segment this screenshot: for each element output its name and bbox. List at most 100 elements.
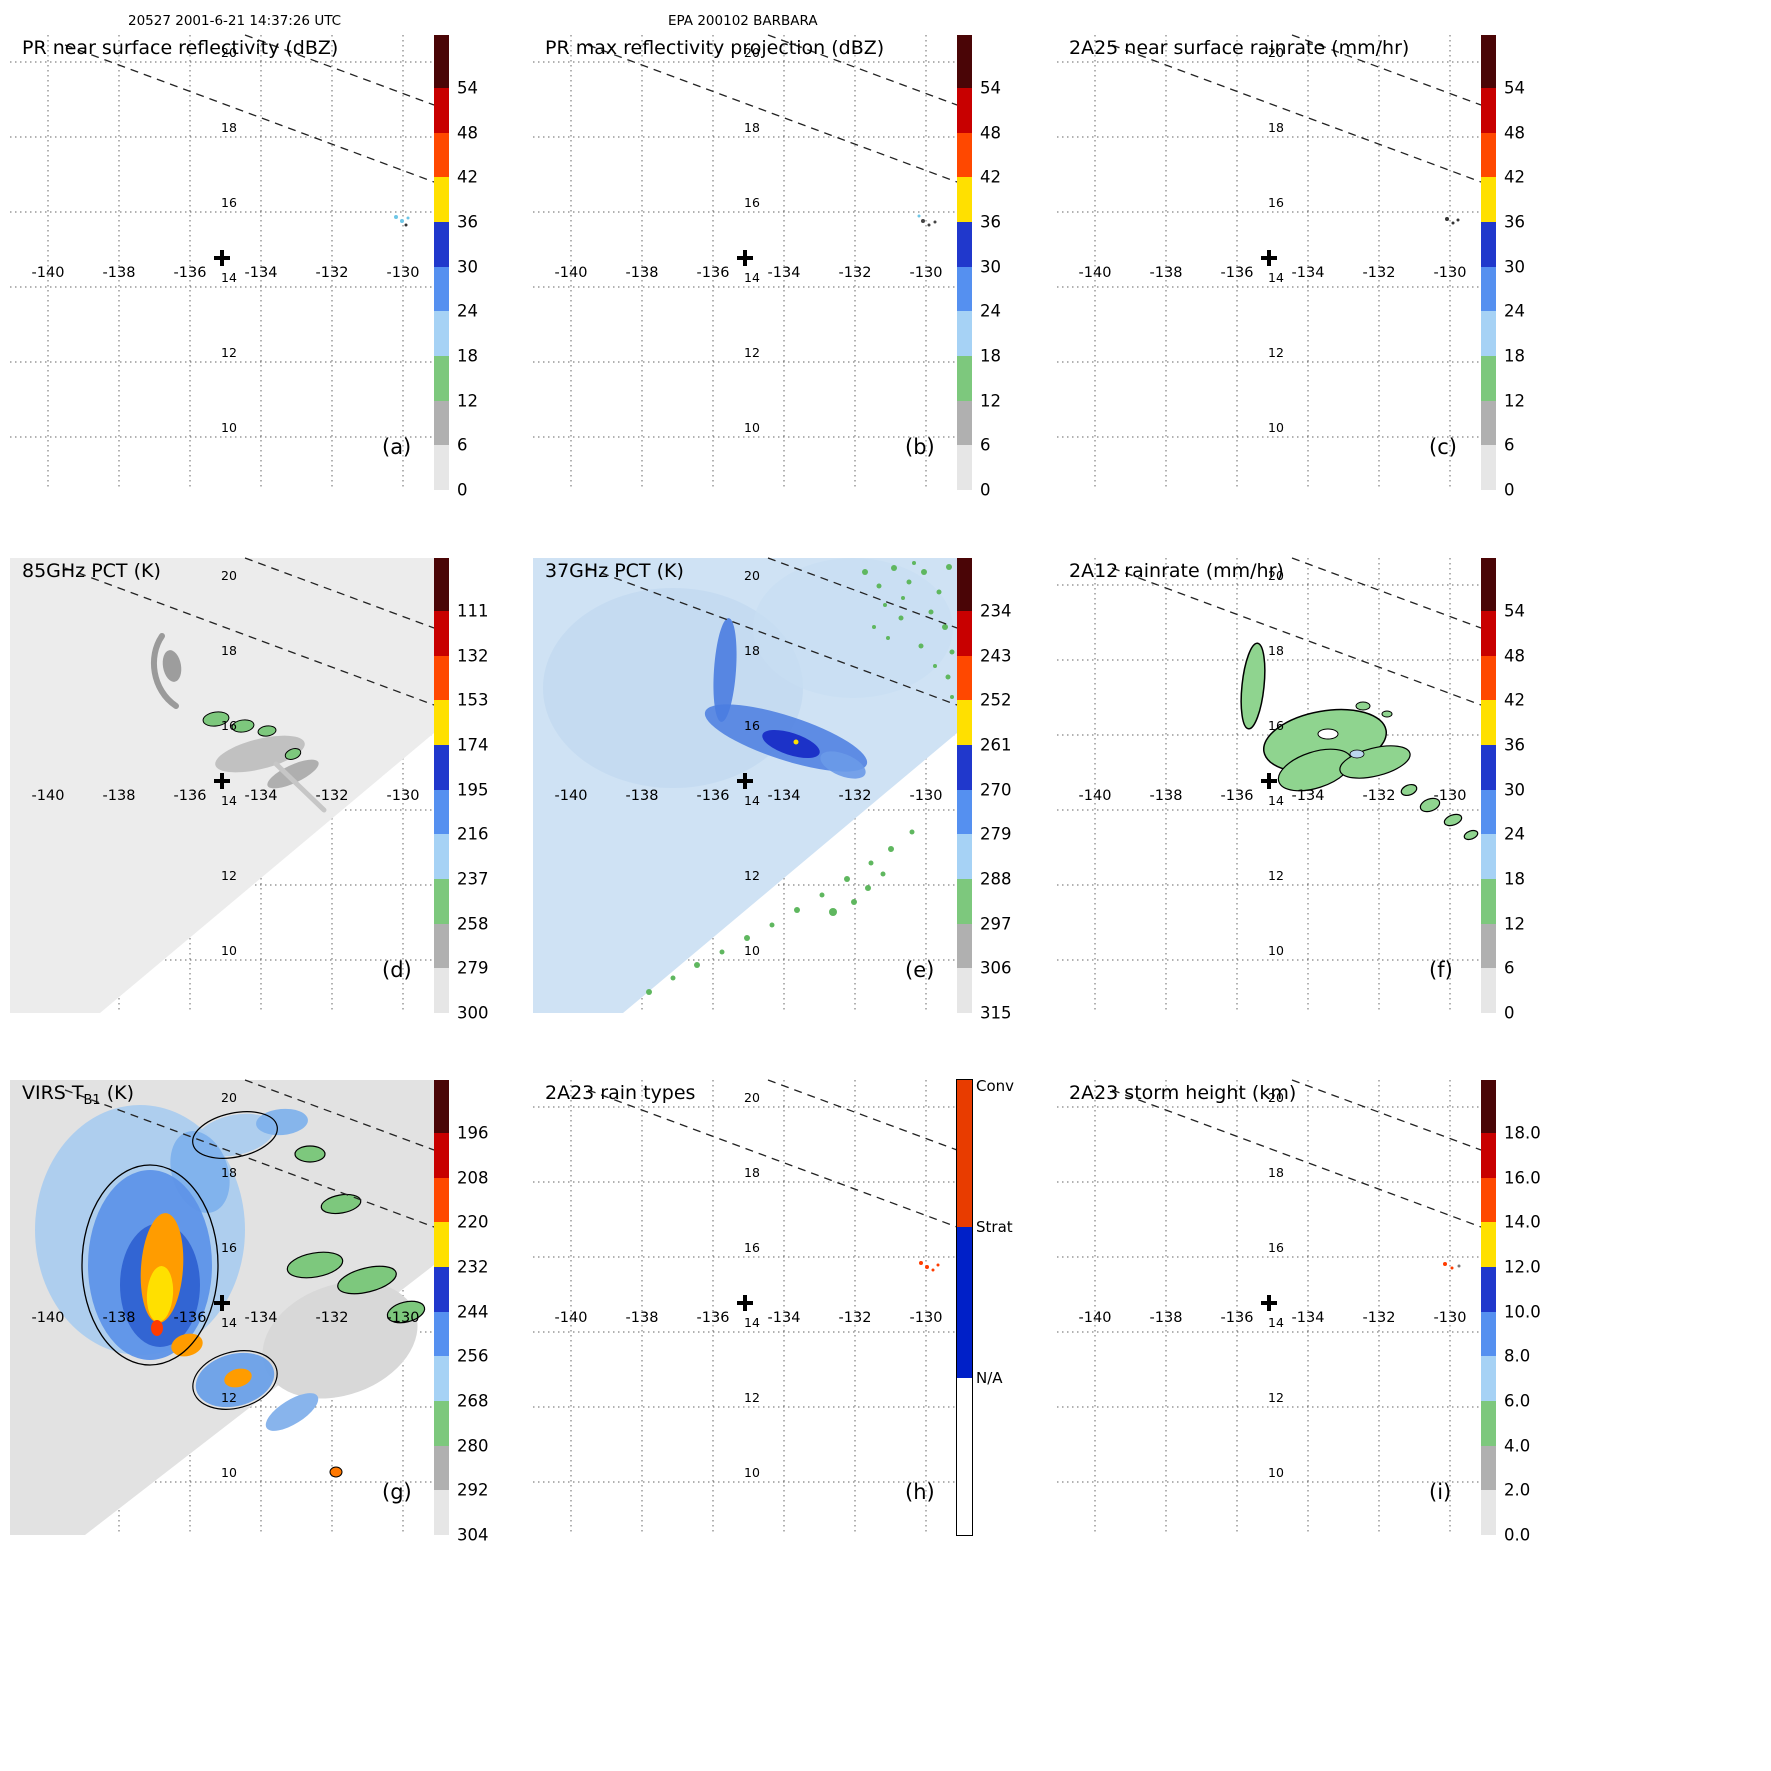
colorbar-tick-label: 153 (457, 690, 489, 710)
colorbar-tick-label: 0.0 (1504, 1525, 1531, 1545)
lon-tick-label: -132 (1363, 1310, 1396, 1326)
colorbar-segment (434, 968, 449, 1013)
field-blob (1349, 749, 1365, 759)
colorbar-tick-label: 132 (457, 646, 489, 666)
lon-tick-label: -138 (103, 1310, 136, 1326)
lon-tick-label: -132 (316, 788, 349, 804)
field-pixel (936, 1263, 940, 1267)
field-pixel (901, 596, 905, 600)
colorbar-segment (1481, 1401, 1496, 1446)
colorbar-segment (957, 266, 972, 312)
field-blob (820, 751, 866, 779)
lon-tick-label: -134 (245, 788, 278, 804)
colorbar-segment (434, 789, 449, 835)
colorbar-tick-label: 54 (1504, 78, 1525, 98)
field-pixel (719, 949, 725, 955)
field-blob (257, 725, 277, 737)
colorbar-tick-label: 6.0 (1504, 1391, 1531, 1411)
panel-letter: (d) (382, 958, 412, 982)
colorbar-segment (1481, 356, 1496, 401)
colorbar-segment (1481, 177, 1496, 222)
lon-tick-label: -130 (910, 788, 943, 804)
swath-edge-line (767, 557, 958, 629)
field-pixel (917, 214, 921, 218)
colorbar-bar (1481, 1080, 1496, 1535)
swath-edge-line (1111, 1089, 1482, 1228)
colorbar-tick-label: 6 (1504, 958, 1515, 978)
colorbar-tick-label: 306 (980, 958, 1012, 978)
lat-tick-label: 10 (1268, 943, 1284, 958)
lat-tick-label: 20 (221, 568, 237, 583)
lat-tick-label: 20 (221, 45, 237, 60)
lon-tick-label: -136 (697, 1310, 730, 1326)
panel: 2A23 storm height (km) -140 -138 -136 -134-… (1057, 1079, 1580, 1552)
header-timestamp: 20527 2001-6-21 14:37:26 UTC (128, 13, 342, 29)
lat-tick-label: 16 (1268, 195, 1284, 210)
colorbar: 18.0 16.0 14.0 12.0 10.0 8.0 6.0 4.0 2.0 0.0 (1477, 1080, 1580, 1545)
map-plot: -140 -138 -136 -134 -132 -130 20 18 16 14 12 10 (1057, 1079, 1482, 1535)
colorbar-tick-label: 195 (457, 780, 489, 800)
map-plot: -140 -138 -136 -134 -132 -130 20 18 16 14 12 10 (533, 34, 958, 490)
field-pixel (1445, 217, 1449, 221)
colorbar-tick-label: 30 (1504, 780, 1525, 800)
colorbar-tick-label: 12 (1504, 914, 1525, 934)
colorbar-tick-label: 42 (1504, 167, 1525, 187)
colorbar-segment (1481, 655, 1496, 701)
colorbar-segment (957, 611, 972, 656)
panel-title: 2A23 rain types (545, 1082, 695, 1108)
field-pixel (888, 846, 894, 852)
lon-tick-label: -134 (768, 265, 801, 281)
colorbar-segment (1481, 1311, 1496, 1357)
lon-tick-label: -134 (1292, 1310, 1325, 1326)
field-blob (162, 650, 182, 682)
field-pixel (670, 975, 676, 981)
colorbar-tick-label: 18 (1504, 869, 1525, 889)
colorbar-segment (1481, 700, 1496, 745)
swath-edge-line (587, 1089, 958, 1228)
colorbar-tick-label: 12 (980, 391, 1001, 411)
colorbar-tick-label: 48 (1504, 123, 1525, 143)
colorbar-segment (1481, 834, 1496, 879)
lon-tick-label: -138 (103, 265, 136, 281)
colorbar-tick-label: 268 (457, 1391, 489, 1411)
panel-letter: (c) (1429, 435, 1457, 459)
lat-tick-label: 20 (744, 1090, 760, 1105)
colorbar-segment (957, 1226, 972, 1378)
field-streak (273, 761, 327, 813)
lat-tick-label: 14 (744, 1315, 760, 1330)
field-pixel (406, 216, 410, 220)
colorbar-segment (1481, 1177, 1496, 1223)
field-pixel (942, 624, 948, 630)
lon-tick-label: -132 (1363, 788, 1396, 804)
colorbar-segment (957, 834, 972, 879)
lat-tick-label: 20 (221, 1090, 237, 1105)
field-pixel (921, 569, 927, 575)
lat-tick-label: 18 (221, 643, 237, 658)
field-blob (1419, 797, 1441, 813)
colorbar-bar (957, 558, 972, 1013)
lat-tick-label: 16 (744, 1240, 760, 1255)
lon-tick-label: -130 (387, 1310, 420, 1326)
data-field (919, 1261, 940, 1272)
colorbar-segment (434, 222, 449, 267)
colorbar-tick-label: 42 (1504, 690, 1525, 710)
colorbar-tick-label: 0 (1504, 480, 1515, 500)
lat-tick-label: 14 (744, 270, 760, 285)
data-field (1240, 642, 1479, 841)
field-blob (215, 735, 305, 773)
colorbar-bar (956, 1079, 973, 1536)
lon-tick-label: -136 (174, 1310, 207, 1326)
field-blob (713, 618, 737, 722)
lon-tick-label: -130 (910, 265, 943, 281)
panel-title: 2A12 rainrate (mm/hr) (1069, 560, 1284, 586)
colorbar-segment (957, 1080, 972, 1227)
field-pixel (925, 1265, 929, 1269)
colorbar-segment (1481, 400, 1496, 446)
colorbar-segment (1481, 789, 1496, 835)
colorbar: 54 48 42 36 30 24 18 12 6 0 (1477, 35, 1580, 500)
colorbar-segment (434, 1177, 449, 1223)
lat-tick-label: 20 (1268, 1090, 1284, 1105)
colorbar-tick-label: 30 (1504, 257, 1525, 277)
field-blob (1317, 728, 1339, 740)
lat-tick-label: 16 (1268, 718, 1284, 733)
